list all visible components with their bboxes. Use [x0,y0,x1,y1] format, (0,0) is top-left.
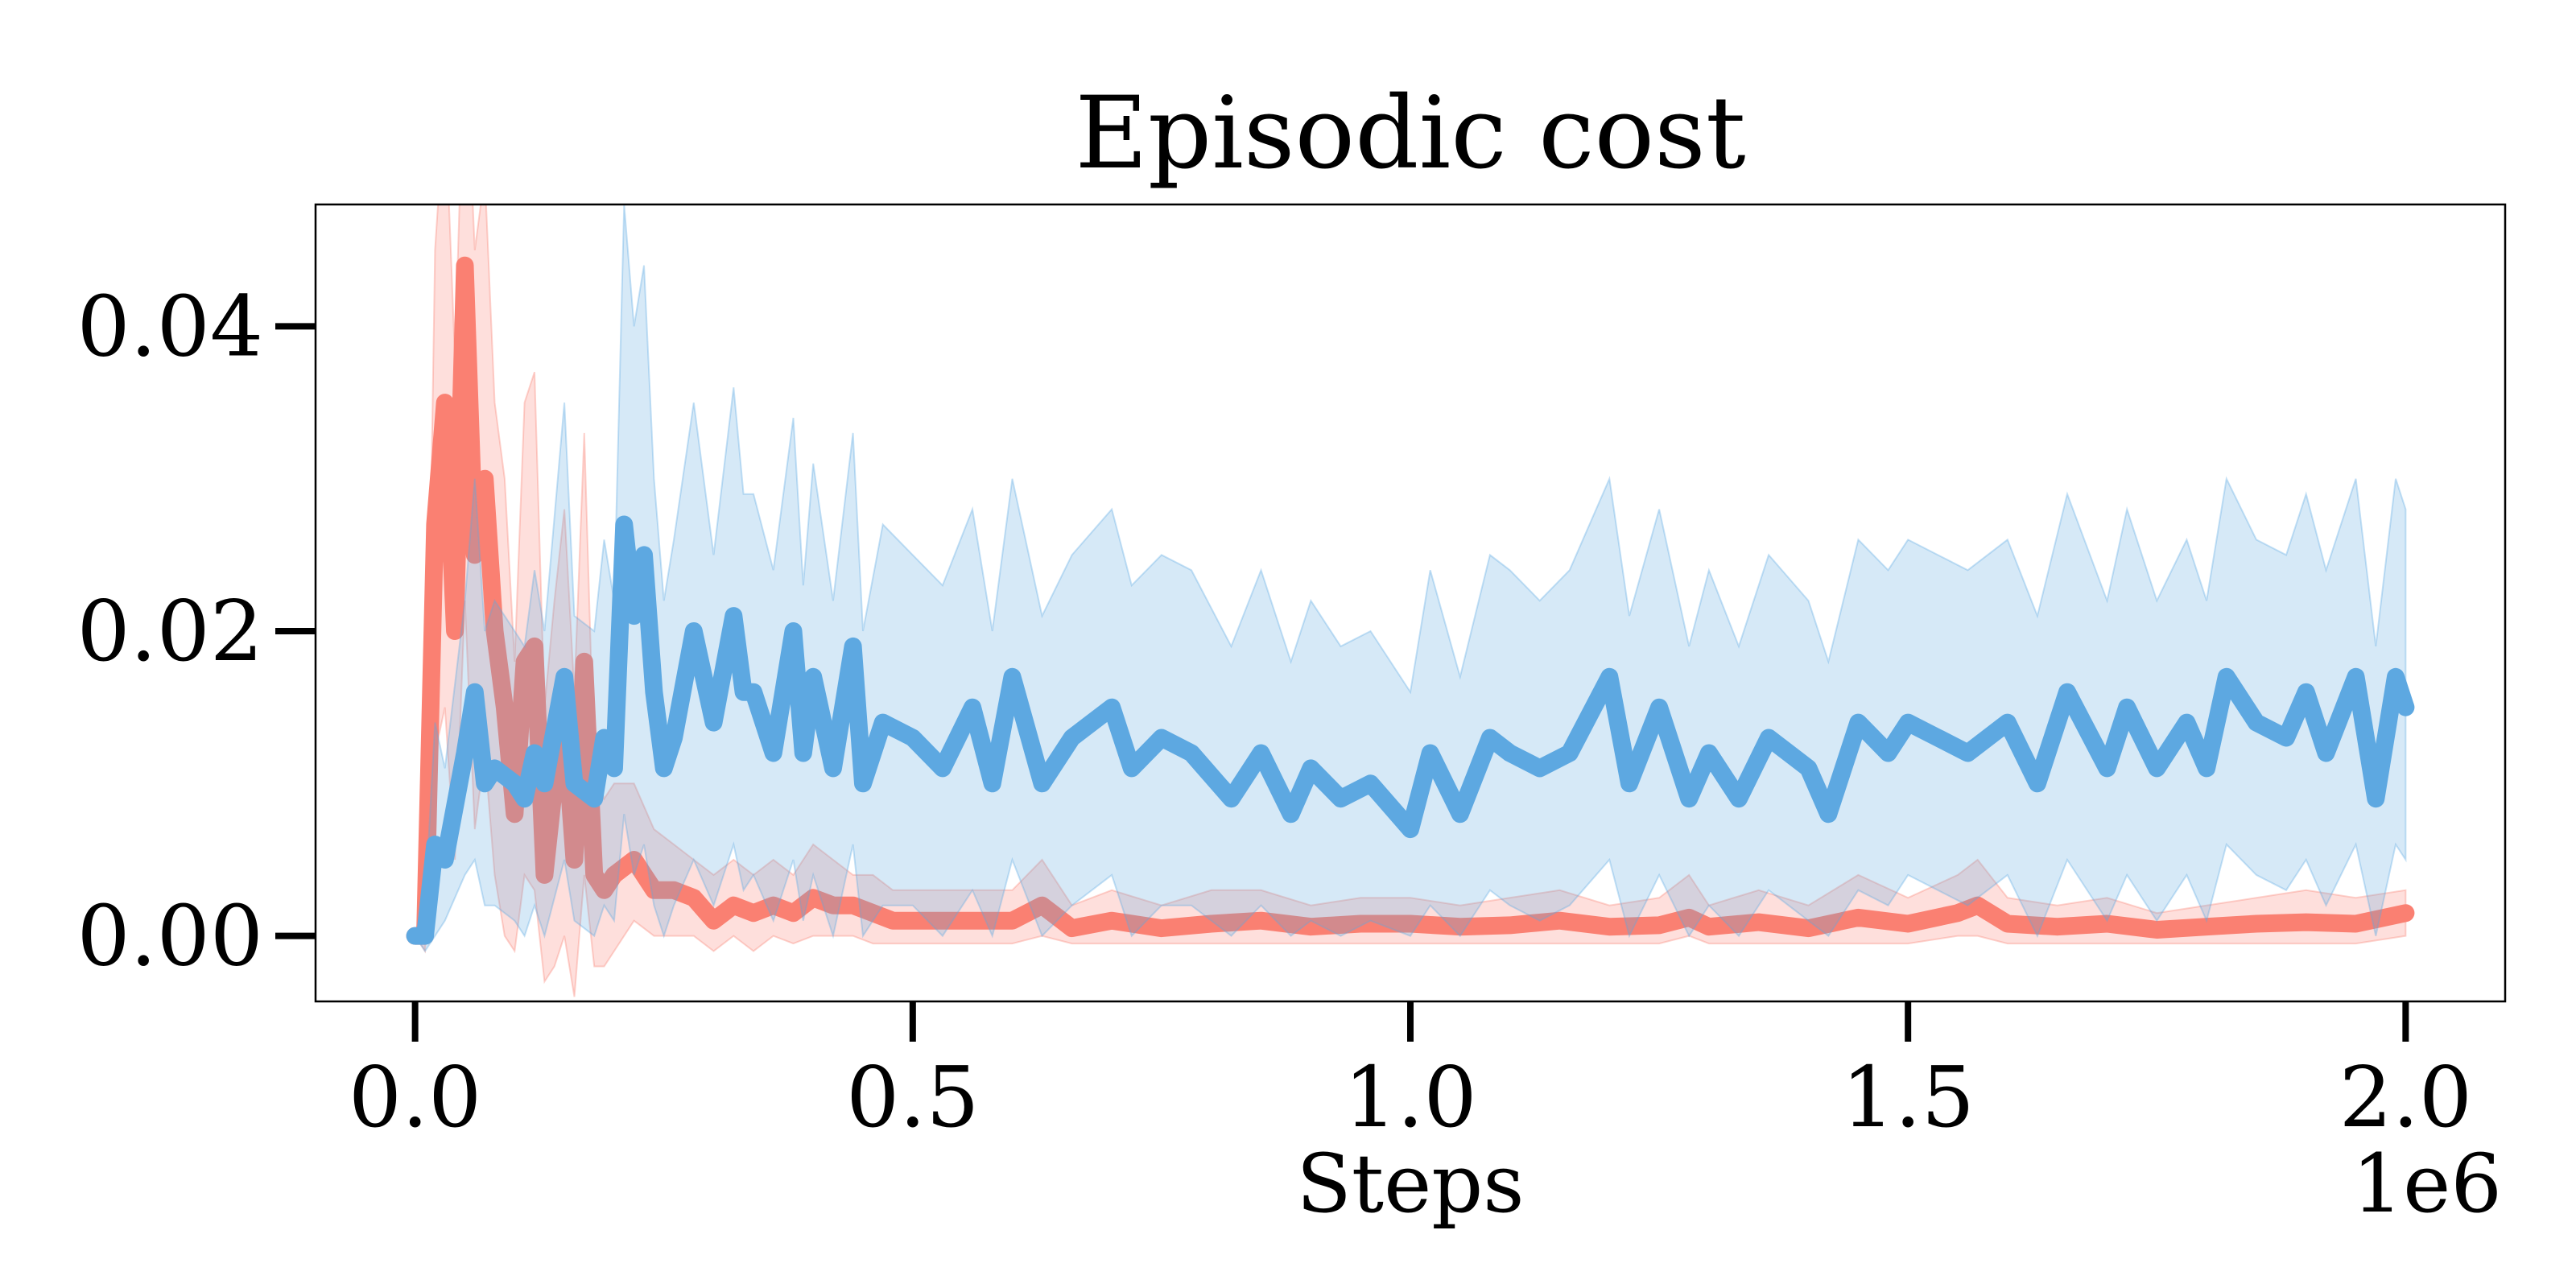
series-2-line [406,515,2415,945]
chart-title: Episodic cost [1075,76,1745,192]
y-tick-label: 0.02 [76,582,263,680]
x-tick-label: 2.0 [2339,1048,2472,1146]
series-2-band [414,204,2407,953]
y-axis: 0.00 0.02 0.04 [76,277,316,985]
x-tick-label: 0.0 [349,1048,481,1146]
x-axis: 0.0 0.5 1.0 1.5 2.0 [349,1001,2472,1146]
y-tick-label: 0.00 [76,887,263,985]
series-1-line [406,256,2415,945]
x-axis-scale-label: 1e6 [2352,1137,2502,1231]
x-tick-label: 1.0 [1344,1048,1476,1146]
x-tick-label: 0.5 [846,1048,979,1146]
y-tick-label: 0.04 [76,277,263,375]
x-axis-label: Steps [1296,1137,1524,1231]
series-layer [406,204,2415,997]
x-tick-label: 1.5 [1841,1048,1974,1146]
